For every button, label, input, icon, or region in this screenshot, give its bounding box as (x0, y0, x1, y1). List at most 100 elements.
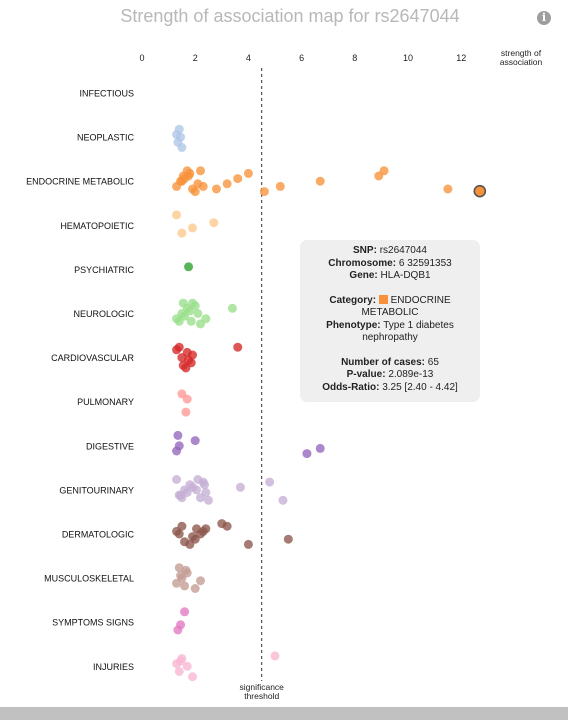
data-point[interactable] (177, 228, 187, 238)
data-point[interactable] (174, 667, 184, 676)
data-point[interactable] (233, 342, 243, 352)
data-point[interactable] (204, 495, 213, 505)
x-tick-label: 0 (139, 53, 144, 63)
info-icon[interactable]: i (537, 11, 551, 25)
data-point[interactable] (180, 607, 190, 617)
data-point[interactable] (176, 620, 186, 630)
data-point[interactable] (188, 672, 198, 682)
data-point[interactable] (200, 480, 210, 490)
data-point[interactable] (186, 316, 196, 326)
data-point[interactable] (196, 166, 206, 176)
x-tick-label: 8 (352, 53, 357, 63)
data-point[interactable] (174, 529, 184, 539)
data-point[interactable] (182, 347, 192, 357)
horizontal-scrollbar[interactable] (0, 707, 568, 720)
data-point[interactable] (233, 174, 243, 184)
data-point[interactable] (443, 184, 453, 194)
data-point[interactable] (192, 524, 202, 534)
data-point[interactable] (180, 537, 190, 547)
x-tick-label: 10 (403, 53, 413, 63)
data-point[interactable] (174, 124, 184, 134)
data-point[interactable] (172, 345, 182, 355)
data-point[interactable] (185, 480, 195, 490)
data-point[interactable] (196, 576, 206, 586)
data-point[interactable] (265, 477, 275, 487)
category-value-line1: ENDOCRINE (390, 294, 451, 306)
data-point[interactable] (190, 436, 200, 446)
data-points (172, 124, 487, 682)
data-point[interactable] (176, 656, 186, 666)
data-point[interactable] (270, 651, 280, 661)
data-point[interactable] (315, 176, 325, 186)
gene-value: HLA-DQB1 (380, 270, 431, 281)
data-point[interactable] (278, 495, 288, 505)
data-point[interactable] (190, 584, 200, 593)
data-point[interactable] (178, 298, 188, 308)
data-point[interactable] (173, 430, 183, 440)
data-point[interactable] (190, 187, 200, 197)
pvalue-value: 2.089e-13 (388, 369, 434, 380)
data-point[interactable] (188, 223, 198, 233)
data-point[interactable] (227, 303, 237, 313)
data-point[interactable] (193, 309, 203, 318)
data-point[interactable] (188, 532, 198, 542)
data-point[interactable] (176, 132, 186, 142)
category-label: MUSCULOSKELETAL (44, 574, 134, 584)
data-point[interactable] (222, 179, 232, 189)
odds-ratio-value: 3.25 [2.40 - 4.42] (382, 381, 458, 393)
data-point[interactable] (211, 184, 221, 194)
threshold-label-line: threshold (244, 691, 279, 701)
snp-label: SNP: (353, 245, 377, 256)
data-point[interactable] (176, 490, 186, 500)
data-point[interactable] (201, 488, 211, 497)
data-point[interactable] (259, 187, 269, 197)
data-point[interactable] (172, 210, 182, 220)
chromosome-value: 6 32591353 (398, 257, 452, 269)
category-label: PSYCHIATRIC (74, 265, 134, 275)
data-point[interactable] (181, 565, 191, 575)
cases-label: Number of cases: (341, 356, 425, 368)
data-point[interactable] (192, 485, 202, 495)
category-swatch (378, 294, 388, 304)
category-label: SYMPTOMS SIGNS (52, 618, 134, 628)
data-point[interactable] (172, 475, 182, 484)
x-tick-label: 2 (193, 53, 198, 63)
data-point[interactable] (315, 443, 325, 453)
snp-value: rs2647044 (379, 245, 427, 256)
data-point[interactable] (198, 181, 208, 191)
category-label: DIGESTIVE (86, 441, 134, 451)
pvalue-label: P-value: (346, 369, 386, 380)
data-point[interactable] (186, 358, 196, 368)
data-point[interactable] (190, 301, 200, 311)
data-point[interactable] (379, 166, 389, 176)
category-label: NEOPLASTIC (77, 133, 135, 143)
x-axis-label-line: association (500, 57, 543, 67)
data-point[interactable] (177, 389, 187, 399)
data-point[interactable] (235, 482, 245, 492)
data-point[interactable] (193, 475, 203, 484)
highlighted-point[interactable] (473, 184, 487, 198)
x-axis-ticks: 0 2 4 6 8 10 12 (139, 53, 466, 63)
data-point[interactable] (184, 262, 194, 272)
category-value-line2: METABOLIC (361, 307, 419, 318)
data-point[interactable] (283, 534, 293, 544)
data-point[interactable] (182, 661, 192, 671)
data-point[interactable] (222, 521, 232, 531)
data-point[interactable] (177, 176, 187, 186)
category-label: GENITOURINARY (59, 485, 134, 495)
data-point[interactable] (184, 171, 194, 181)
data-point[interactable] (181, 407, 191, 417)
data-point[interactable] (180, 581, 190, 591)
data-point[interactable] (174, 441, 184, 451)
data-point[interactable] (201, 314, 211, 324)
data-point[interactable] (209, 218, 219, 228)
data-point[interactable] (243, 168, 253, 178)
chromosome-label: Chromosome: (328, 257, 397, 269)
chart-title: Strength of association map for rs264704… (120, 6, 460, 26)
data-point[interactable] (302, 449, 312, 459)
data-point[interactable] (177, 521, 187, 531)
data-point[interactable] (243, 539, 253, 549)
data-point[interactable] (275, 181, 285, 191)
